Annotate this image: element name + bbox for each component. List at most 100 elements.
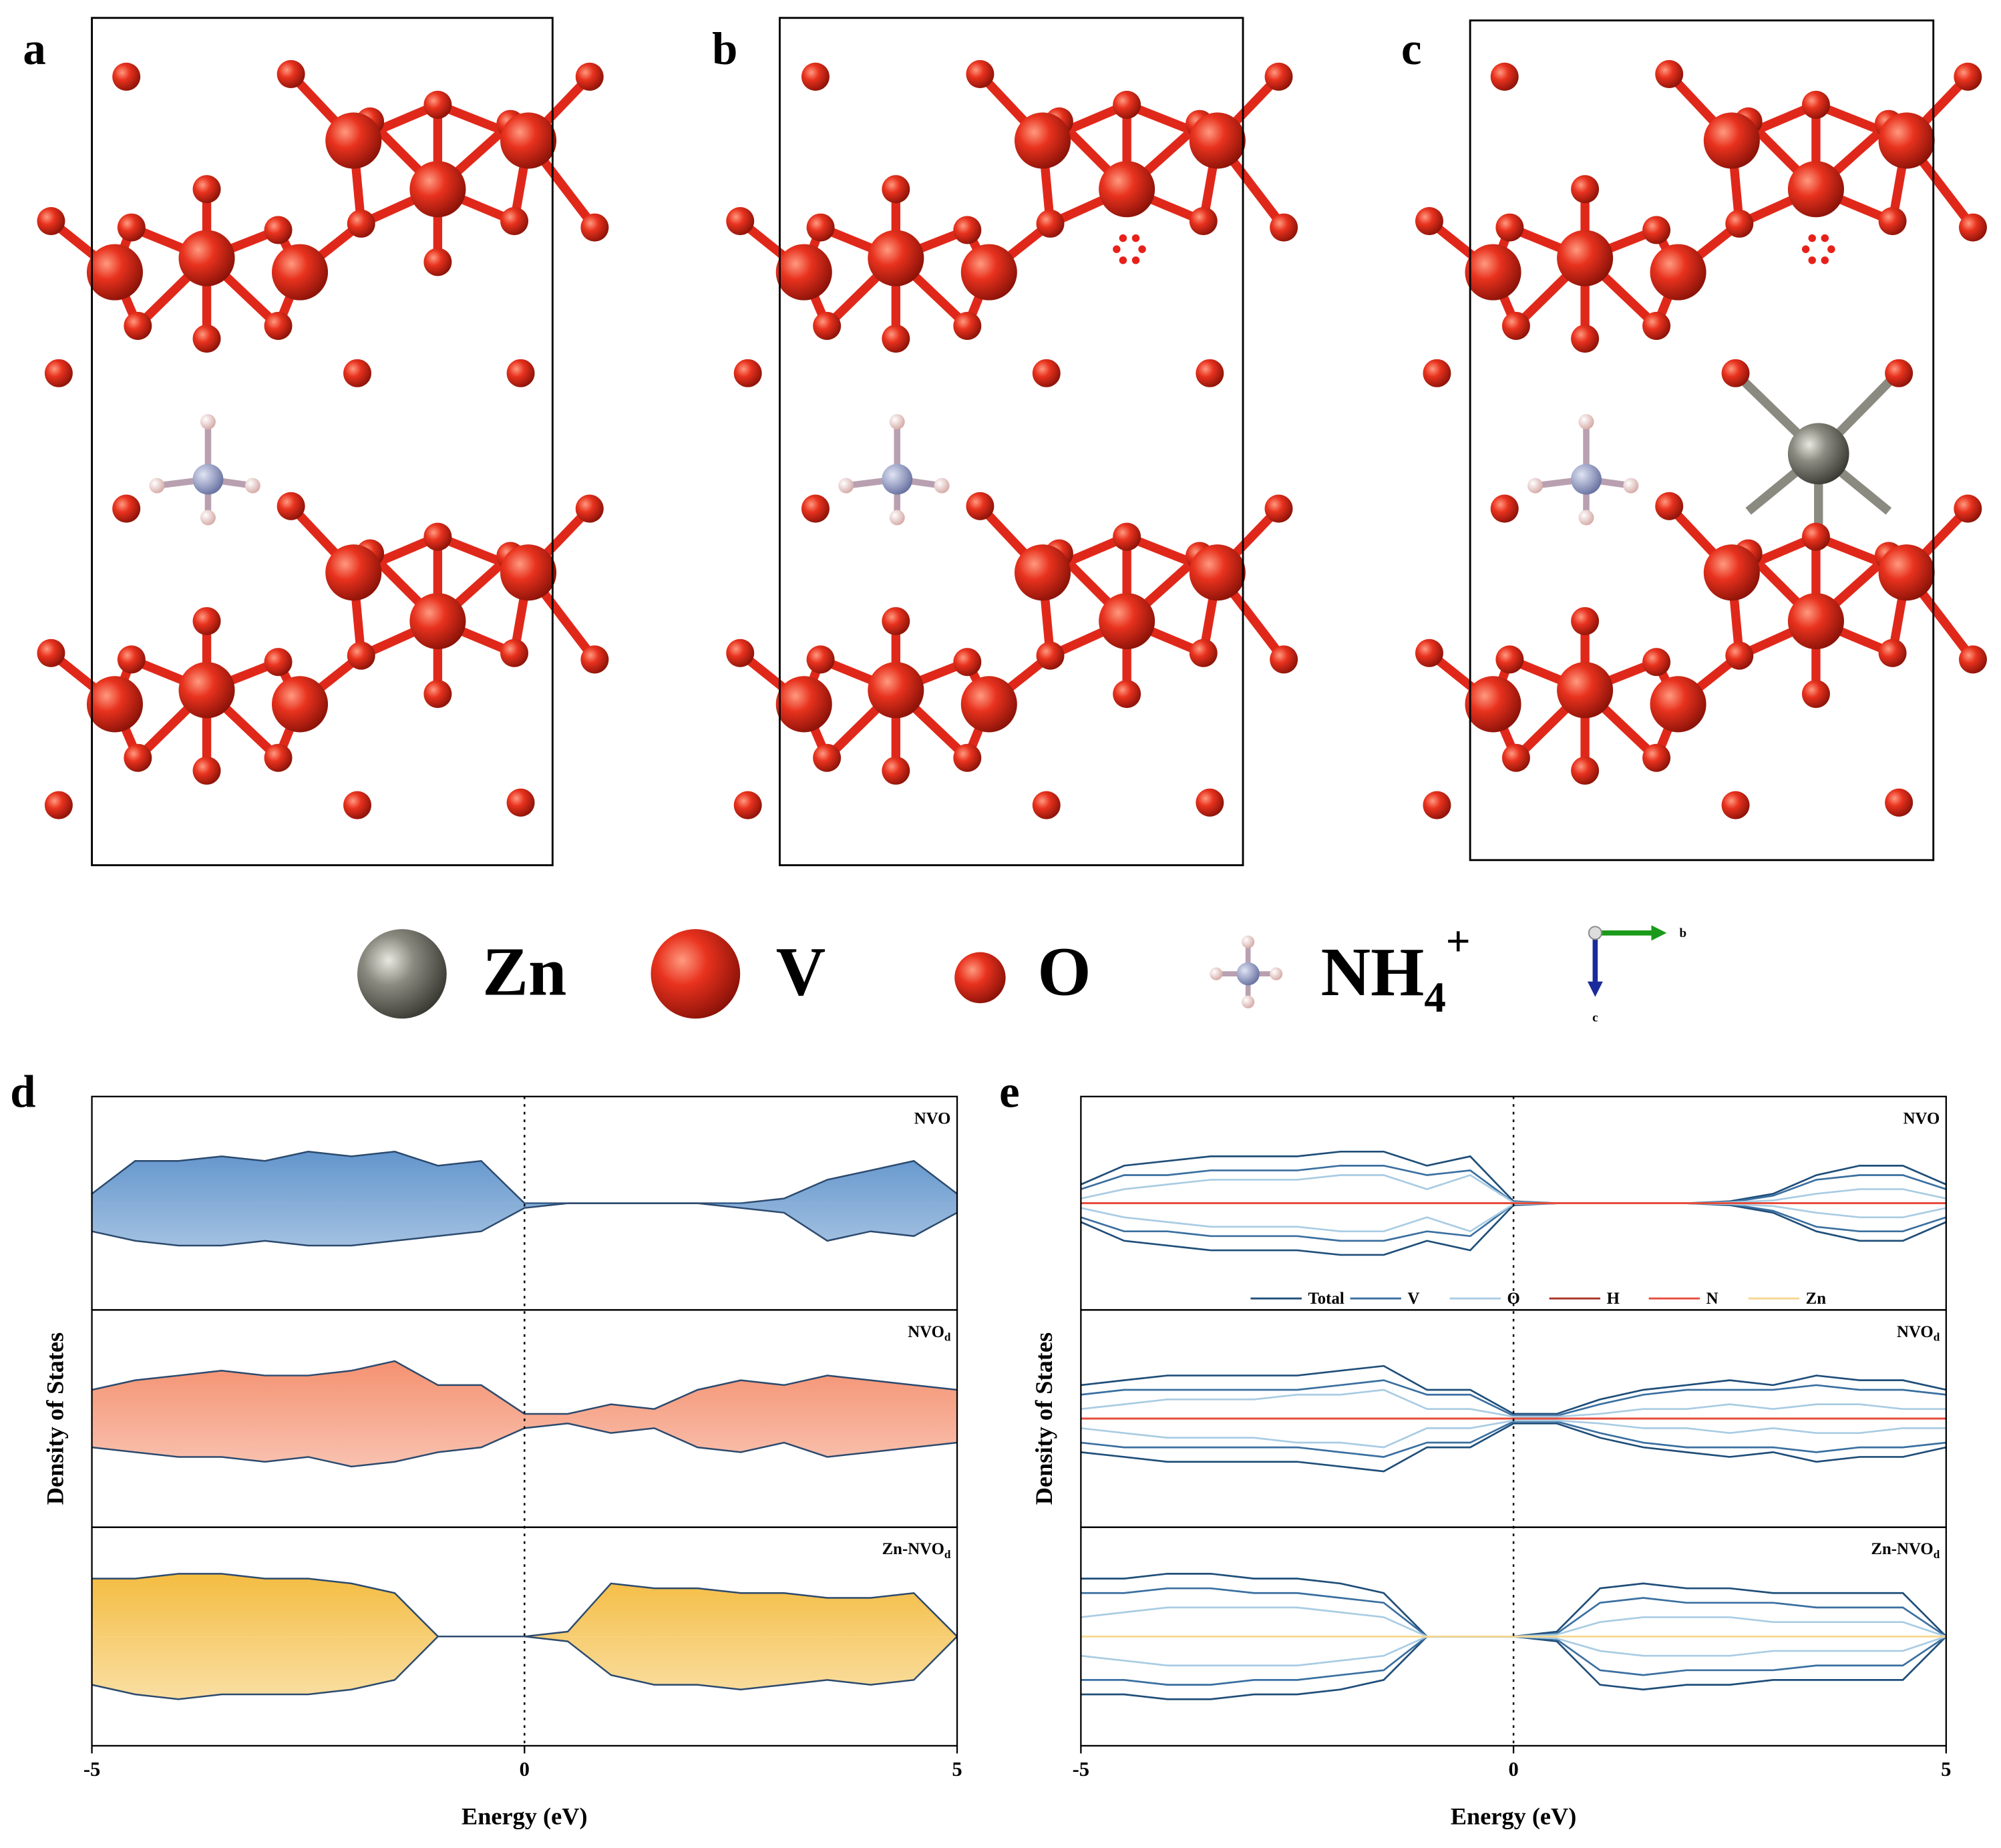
o-atom <box>423 248 452 276</box>
legend-label: Zn <box>1806 1290 1827 1308</box>
o-atom <box>277 59 305 89</box>
o-atom <box>1958 645 1987 674</box>
h-atom <box>1527 478 1543 494</box>
o-atom <box>192 325 221 353</box>
o-atom <box>1954 62 1982 91</box>
o-atom <box>343 791 372 819</box>
o-atom <box>1885 788 1914 817</box>
text-part: NVO <box>1903 1109 1940 1127</box>
v-atom <box>1015 544 1071 601</box>
o-atom <box>423 522 452 551</box>
o-atom <box>1801 90 1830 119</box>
o-atom <box>264 648 293 677</box>
dos-area <box>92 1203 958 1246</box>
o-atom <box>1655 492 1684 520</box>
h-atom <box>1210 967 1223 980</box>
o-atom <box>264 216 293 244</box>
o-atom <box>801 62 830 91</box>
o-atom <box>500 206 529 236</box>
text-part: d <box>1934 1330 1940 1343</box>
o-atom <box>813 743 842 772</box>
v-atom <box>1787 592 1844 650</box>
o-atom <box>1113 680 1141 709</box>
v-atom <box>1557 230 1614 287</box>
legend-label: V <box>1408 1290 1420 1308</box>
text-part: d <box>1934 1548 1940 1561</box>
v-atom <box>1787 161 1844 218</box>
panel-title: Zn-NVOd <box>1871 1540 1940 1561</box>
y-axis-label: Density of States <box>41 1332 68 1505</box>
o-atom <box>953 648 982 677</box>
h-atom <box>1578 510 1594 526</box>
x-tick-label: 0 <box>1508 1758 1518 1781</box>
dos-outline <box>92 1202 958 1247</box>
v-atom <box>1099 592 1155 650</box>
o-atom <box>44 791 73 819</box>
v-atom <box>409 161 466 218</box>
o-atom <box>1495 213 1524 242</box>
vacancy <box>1119 234 1127 242</box>
panel-title: NVOd <box>908 1323 951 1344</box>
atoms <box>726 59 1298 819</box>
o-atom <box>347 641 375 670</box>
panel-title: NVOd <box>1897 1323 1940 1344</box>
o-atom <box>882 175 910 204</box>
h-atom <box>200 510 216 526</box>
o-atom <box>1571 606 1600 636</box>
v-atom <box>178 230 235 287</box>
o-atom <box>1196 359 1224 387</box>
vacancy <box>1119 256 1127 264</box>
legend-label: Zn <box>482 934 566 1010</box>
v-atom <box>1465 676 1521 733</box>
panel-label: b <box>712 23 737 74</box>
v-atom <box>1703 112 1760 169</box>
v-atom <box>1557 662 1614 719</box>
h-atom <box>1270 967 1283 980</box>
o-atom <box>37 206 65 236</box>
dos-line <box>1081 1364 1947 1415</box>
o-atom <box>1264 494 1293 523</box>
n-atom <box>192 464 224 495</box>
x-tick-label: 5 <box>952 1758 962 1781</box>
o-atom <box>726 206 755 236</box>
vacancy <box>1821 256 1829 264</box>
axis-c-head <box>1587 981 1603 997</box>
h-atom <box>1623 478 1639 494</box>
x-tick-label: -5 <box>1073 1758 1089 1781</box>
h-atom <box>838 478 854 494</box>
o-atom <box>1571 175 1600 204</box>
legend-label: N <box>1706 1290 1718 1308</box>
v-atom <box>775 244 832 301</box>
o-atom <box>1642 743 1671 772</box>
cell-box <box>779 17 1244 866</box>
o-atom <box>1270 213 1298 242</box>
o-atom <box>192 756 221 785</box>
h-atom <box>244 478 260 494</box>
dos-area <box>92 1360 958 1419</box>
o-atom <box>1954 494 1982 523</box>
x-tick-label: 0 <box>520 1758 530 1781</box>
vacancy <box>1138 245 1146 253</box>
o-atom <box>423 90 452 119</box>
panel-title: NVO <box>914 1109 951 1127</box>
o-atom <box>117 213 146 242</box>
o-atom <box>264 743 293 772</box>
o-atom <box>1196 788 1224 817</box>
atoms <box>37 59 609 819</box>
o-atom <box>1721 791 1750 819</box>
o-atom <box>1725 641 1754 670</box>
o-atom <box>1801 522 1830 551</box>
o-atom <box>1642 216 1671 244</box>
vacancy <box>1821 234 1829 242</box>
h-atom <box>149 478 165 494</box>
o-atom <box>1501 311 1530 341</box>
o-atom <box>1721 359 1750 387</box>
o-atom <box>1032 791 1061 819</box>
o-atom <box>1495 645 1524 674</box>
o-atom <box>112 62 141 91</box>
v-atom <box>1703 544 1760 601</box>
v-atom <box>1650 244 1706 301</box>
dos-outline <box>92 1636 958 1700</box>
